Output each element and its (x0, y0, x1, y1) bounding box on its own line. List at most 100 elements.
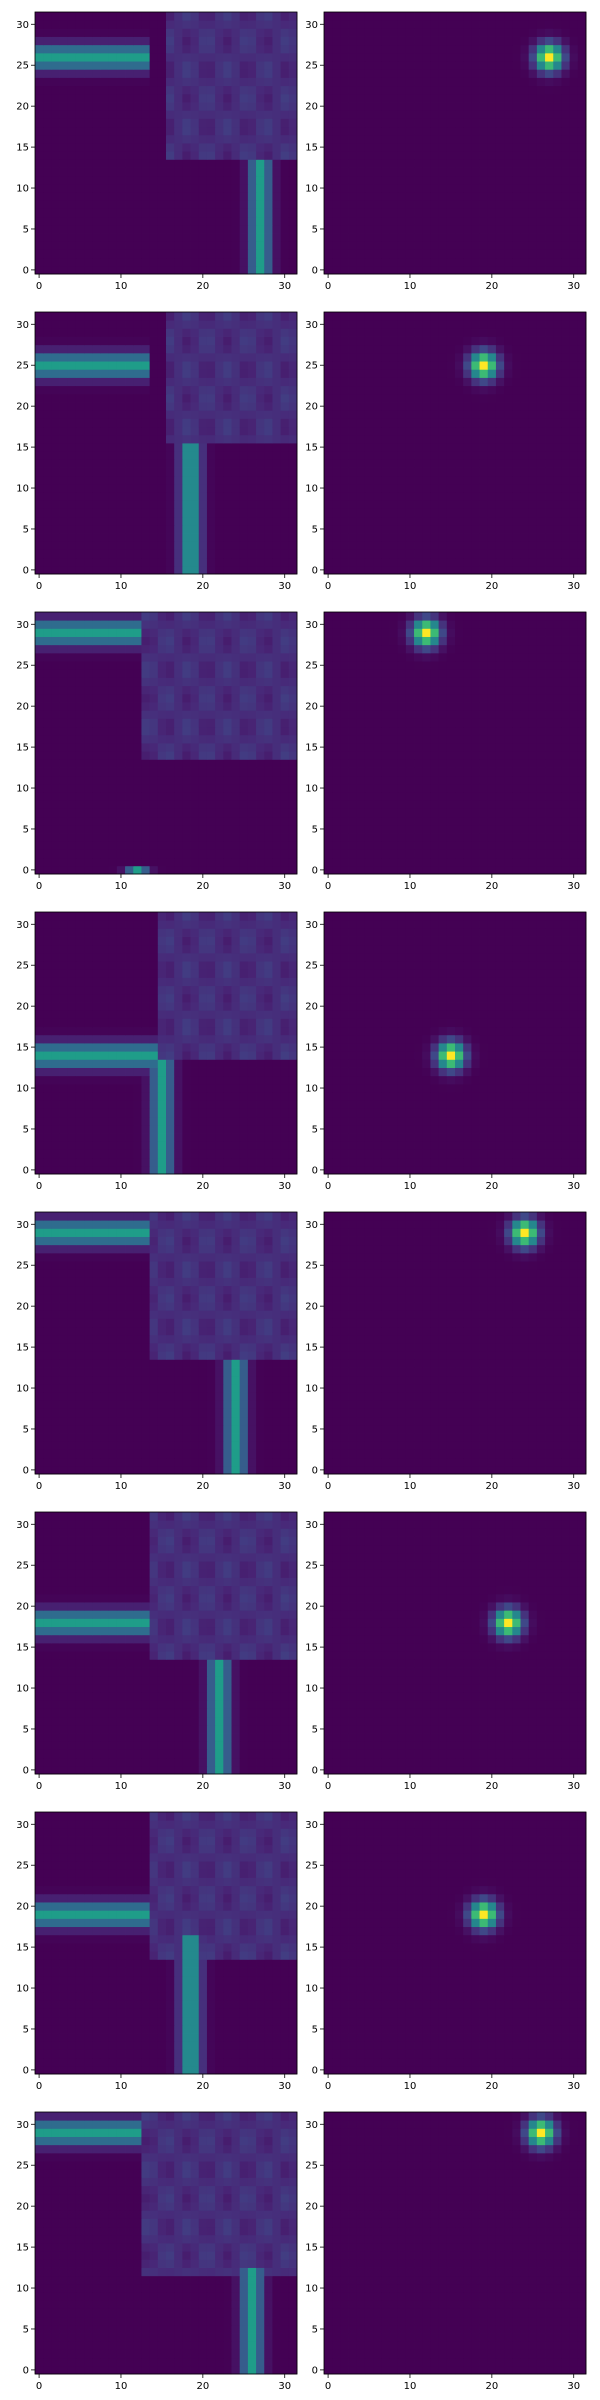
heatmap-cell (166, 677, 175, 687)
heatmap-cell (182, 93, 191, 103)
heatmap-cell (125, 492, 134, 501)
heatmap-cell (67, 443, 77, 452)
heatmap-cell (108, 734, 118, 744)
heatmap-cell (561, 77, 571, 87)
heatmap-cell (43, 451, 52, 460)
heatmap-cell (223, 110, 232, 119)
heatmap-cell (536, 110, 546, 119)
heatmap-cell (280, 492, 290, 501)
heatmap-cell (288, 85, 298, 95)
heatmap-cell (280, 857, 290, 867)
heatmap-cell (463, 118, 472, 128)
heatmap-cell (51, 52, 60, 62)
heatmap-cell (520, 328, 530, 337)
heatmap-cell (108, 726, 118, 736)
heatmap-cell (463, 233, 472, 242)
heatmap-cell (381, 533, 390, 542)
heatmap-cell (356, 320, 366, 329)
heatmap-cell (133, 849, 142, 859)
heatmap-cell (223, 344, 232, 354)
heatmap-cell (536, 541, 546, 550)
heatmap-cell (332, 28, 341, 37)
heatmap-cell (463, 410, 472, 419)
heatmap-cell (520, 516, 530, 526)
heatmap-cell (280, 726, 290, 736)
heatmap-cell (198, 857, 208, 867)
heatmap-cell (528, 434, 538, 444)
heatmap-cell (280, 175, 290, 185)
heatmap-cell (536, 393, 546, 403)
heatmap-cell (272, 110, 282, 119)
heatmap-cell (397, 44, 407, 54)
heatmap-cell (108, 344, 118, 354)
heatmap-cell (125, 833, 134, 842)
heatmap-cell (43, 52, 52, 62)
heatmap-cell (247, 12, 257, 21)
heatmap-cell (223, 500, 232, 509)
heatmap-cell (51, 524, 60, 534)
heatmap-cell (536, 434, 546, 444)
heatmap-cell (504, 524, 513, 534)
heatmap-cell (59, 800, 69, 809)
heatmap-cell (389, 459, 399, 468)
heatmap-cell (223, 533, 232, 542)
heatmap-cell (288, 500, 298, 509)
heatmap-cell (125, 159, 134, 168)
heatmap-cell (239, 475, 249, 485)
heatmap-cell (577, 418, 587, 428)
heatmap-cell (92, 751, 101, 760)
heatmap-cell (264, 44, 273, 54)
heatmap-cell (264, 241, 273, 250)
heatmap-cell (92, 192, 101, 201)
heatmap-cell (455, 249, 464, 259)
heatmap-cell (389, 312, 399, 321)
heatmap-cell (43, 459, 52, 468)
heatmap-cell (455, 200, 464, 209)
heatmap-cell (92, 249, 101, 259)
heatmap-cell (149, 516, 159, 526)
heatmap-cell (446, 175, 456, 185)
heatmap-cell (332, 369, 341, 378)
heatmap-cell (133, 159, 142, 168)
axes-frame (34, 11, 298, 275)
heatmap-cell (487, 110, 497, 119)
heatmap-cell (133, 734, 142, 744)
heatmap-cell (75, 134, 85, 144)
heatmap-cell (174, 426, 183, 436)
heatmap-cell (149, 426, 159, 436)
heatmap-cell (487, 369, 497, 378)
heatmap-cell (133, 151, 142, 160)
heatmap-cell (545, 93, 554, 103)
heatmap-cell (272, 151, 282, 160)
heatmap-cell (108, 808, 118, 818)
heatmap-cell (75, 369, 85, 378)
heatmap-cell (479, 533, 489, 542)
heatmap-cell (512, 377, 521, 387)
heatmap-cell (247, 792, 257, 801)
heatmap-cell (125, 183, 134, 193)
heatmap-cell (100, 126, 110, 136)
heatmap-cell (520, 12, 530, 21)
heatmap-cell (231, 151, 241, 160)
heatmap-cell (487, 434, 497, 444)
heatmap-cell (108, 849, 118, 859)
heatmap-cell (414, 110, 423, 119)
heatmap-cell (100, 28, 110, 37)
heatmap-cell (92, 393, 101, 403)
heatmap-cell (487, 52, 497, 62)
heatmap-cell (512, 265, 521, 275)
heatmap-cell (561, 151, 571, 160)
y-tick-label: 25 (16, 361, 29, 372)
heatmap-cell (43, 443, 52, 452)
heatmap-cell (149, 693, 159, 703)
heatmap-cell (545, 516, 554, 526)
heatmap-cell (324, 44, 333, 54)
heatmap-cell (35, 565, 44, 575)
heatmap-cell (446, 418, 456, 428)
heatmap-cell (256, 143, 265, 152)
heatmap-cell (561, 200, 571, 209)
heatmap-cell (256, 200, 265, 209)
heatmap-cell (264, 677, 273, 687)
x-tick-label: 20 (485, 281, 498, 292)
y-tick-label: 30 (305, 20, 318, 31)
